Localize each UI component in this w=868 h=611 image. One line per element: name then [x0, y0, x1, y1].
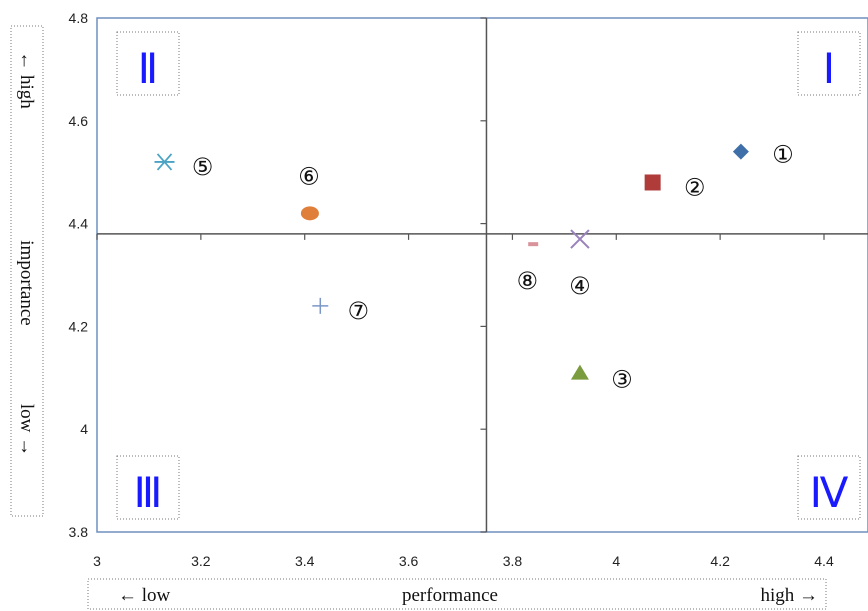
y-tick-label: 3.8: [69, 524, 89, 540]
x-axis-label-center: performance: [402, 585, 498, 606]
point-label: ①: [772, 141, 794, 169]
data-point-4: ④: [569, 229, 591, 300]
tick-marks: [96, 17, 825, 533]
point-label: ⑥: [298, 162, 320, 190]
x-axis-label-left: ← low: [118, 585, 171, 606]
data-point-1: ①: [732, 141, 794, 169]
point-label: ②: [684, 173, 706, 201]
y-tick-label: 4: [80, 421, 88, 437]
x-tick-label: 4.2: [710, 553, 730, 569]
y-tick-label: 4.6: [69, 113, 89, 129]
data-point-5: ⑤: [154, 153, 214, 181]
x-tick-label: 4.4: [814, 553, 834, 569]
data-point-3: ③: [570, 364, 633, 394]
quadrant-label-i: Ⅰ: [797, 31, 861, 96]
point-label: ⑤: [192, 153, 214, 181]
data-points: ① ② ③ ④ ⑤ ⑥ ⑦ ⑧: [154, 141, 794, 394]
quadrant-label-iii: Ⅲ: [116, 455, 180, 520]
x-marker: [570, 229, 590, 249]
y-axis-label-top: ← high: [16, 51, 37, 109]
data-point-2: ②: [644, 173, 706, 201]
y-axis-label-bottom: low →: [16, 404, 37, 456]
data-point-8: ⑧: [516, 242, 539, 295]
asterisk-marker: [154, 153, 175, 171]
point-label: ⑧: [516, 267, 538, 295]
quadrant-label-ii: Ⅱ: [116, 31, 180, 96]
circle-marker: [300, 206, 319, 221]
data-point-7: ⑦: [312, 297, 369, 325]
dash-marker: [528, 242, 539, 247]
y-tick-label: 4.8: [69, 10, 89, 26]
triangle-marker: [570, 364, 589, 380]
x-axis-label-right: high →: [760, 585, 818, 606]
point-label: ③: [611, 366, 633, 394]
x-tick-labels: 3 3.2 3.4 3.6 3.8 4 4.2 4.4: [93, 553, 834, 569]
data-point-6: ⑥: [298, 162, 320, 221]
x-tick-label: 3.8: [503, 553, 523, 569]
plot-area-frame: [96, 17, 868, 533]
x-axis-title: ← low performance high →: [87, 578, 827, 610]
quadrant-iv-text: Ⅳ: [810, 471, 849, 517]
x-tick-label: 4: [612, 553, 620, 569]
quadrant-i-text: Ⅰ: [823, 47, 835, 93]
x-tick-label: 3.2: [191, 553, 211, 569]
x-tick-label: 3.6: [399, 553, 419, 569]
quadrant-label-iv: Ⅳ: [797, 455, 861, 520]
y-axis-label-center: importance: [16, 240, 37, 325]
quadrant-ii-text: Ⅱ: [138, 47, 159, 93]
square-marker: [644, 174, 661, 191]
point-label: ④: [569, 272, 591, 300]
diamond-marker: [732, 143, 749, 160]
y-tick-label: 4.2: [69, 318, 89, 334]
x-tick-label: 3.4: [295, 553, 315, 569]
y-tick-labels: 3.8 4 4.2 4.4 4.6 4.8: [69, 10, 89, 540]
x-tick-label: 3: [93, 553, 101, 569]
y-tick-label: 4.4: [69, 216, 89, 232]
plus-marker: [312, 297, 329, 314]
y-axis-title: ← high importance low →: [10, 25, 44, 517]
point-label: ⑦: [348, 297, 370, 325]
quadrant-iii-text: Ⅲ: [134, 471, 163, 517]
